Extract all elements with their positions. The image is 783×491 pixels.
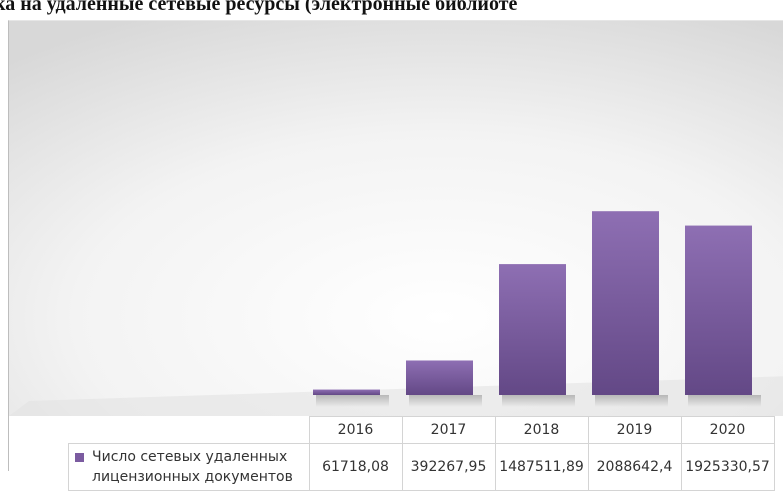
- floor-shadow: [9, 376, 783, 416]
- table-header-row: 2016 2017 2018 2019 2020: [68, 416, 775, 444]
- category-label-2020: 2020: [680, 416, 775, 444]
- legend-entry: Число сетевых удаленных лицензионных док…: [68, 443, 310, 491]
- category-label-2018: 2018: [494, 416, 589, 444]
- bar-2019: [592, 211, 659, 395]
- data-value-2016: 61718,08: [308, 443, 403, 491]
- bar-shadow-2019: [595, 395, 668, 407]
- category-label-2017: 2017: [401, 416, 496, 444]
- bar-shadow-2020: [688, 395, 761, 407]
- chart-title: ка на удаленные сетевые ресурсы (электро…: [0, 0, 518, 15]
- category-label-2019: 2019: [587, 416, 682, 444]
- plot-area: [9, 21, 783, 416]
- data-value-2020: 1925330,57: [680, 443, 775, 491]
- category-label-2016: 2016: [308, 416, 403, 444]
- table-values-row: Число сетевых удаленных лицензионных док…: [68, 443, 775, 491]
- bar-series: [313, 211, 761, 407]
- bar-2020: [685, 225, 752, 395]
- bar-shadow-2018: [502, 395, 575, 407]
- bar-shadow-2016: [316, 395, 389, 407]
- data-value-2017: 392267,95: [401, 443, 496, 491]
- data-value-2019: 2088642,4: [587, 443, 682, 491]
- data-table: 2016 2017 2018 2019 2020 Число сетевых у…: [68, 416, 775, 491]
- bar-2017: [406, 360, 473, 395]
- legend-swatch: [75, 453, 84, 462]
- data-value-2018: 1487511,89: [494, 443, 589, 491]
- table-corner: [68, 416, 310, 444]
- series-name: Число сетевых удаленных лицензионных док…: [92, 449, 293, 485]
- bar-2018: [499, 264, 566, 395]
- plot-background: [9, 21, 783, 416]
- chart-area: 2016 2017 2018 2019 2020 Число сетевых у…: [8, 20, 783, 491]
- bar-shadow-2017: [409, 395, 482, 407]
- bar-2016: [313, 389, 380, 395]
